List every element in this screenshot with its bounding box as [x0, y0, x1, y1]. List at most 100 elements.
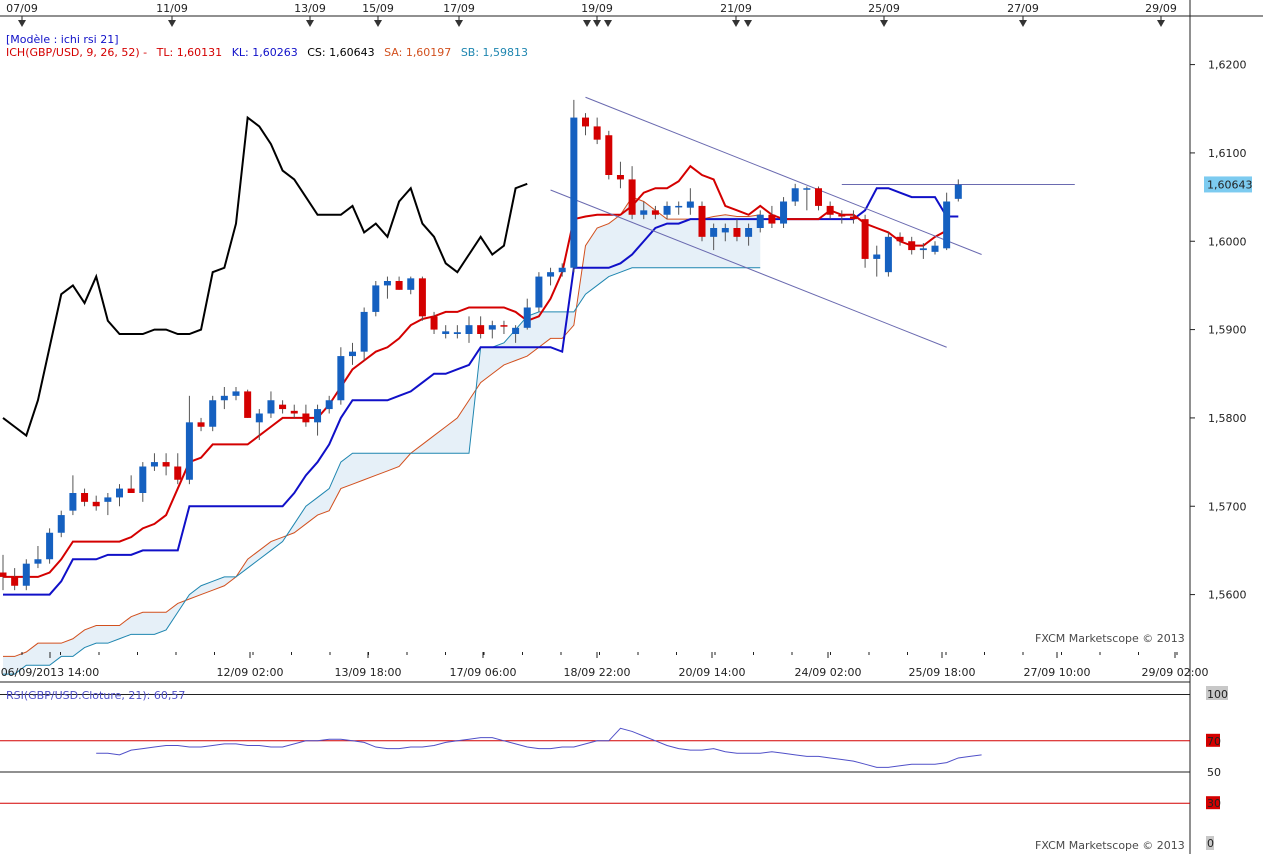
- top-date-label: 15/09: [362, 2, 394, 15]
- candle-body: [628, 179, 636, 215]
- candle: [756, 210, 764, 233]
- candle-body: [873, 254, 881, 259]
- candle: [185, 395, 193, 485]
- candle: [325, 395, 333, 414]
- candle-body: [710, 228, 718, 237]
- candle: [383, 276, 391, 299]
- candle: [675, 201, 683, 215]
- candle-body: [745, 228, 753, 237]
- candle: [570, 99, 578, 273]
- candle-body: [896, 236, 904, 242]
- candle-body: [838, 214, 846, 217]
- candle: [209, 395, 217, 432]
- legend-kl: KL: 1,60263: [231, 46, 298, 59]
- candle-body: [919, 248, 927, 251]
- senkou-b-line: [3, 267, 761, 675]
- candle-body: [139, 466, 147, 493]
- candle: [849, 210, 857, 224]
- top-date-arrow: [880, 20, 888, 27]
- candle-body: [488, 325, 496, 330]
- candle: [698, 201, 706, 242]
- candle-body: [0, 572, 7, 577]
- candle: [745, 223, 753, 246]
- candle: [267, 391, 275, 418]
- rsi-level-label: 100: [1207, 688, 1228, 701]
- candle: [523, 298, 531, 330]
- candle-body: [11, 576, 19, 586]
- trendline-lower: [550, 189, 947, 348]
- top-date-arrow: [1019, 20, 1027, 27]
- candle: [337, 347, 345, 405]
- top-date-arrow: [18, 20, 26, 27]
- y-tick-label: 1,5800: [1208, 412, 1247, 425]
- current-price-label: 1,60643: [1207, 178, 1253, 191]
- bottom-date-label: 24/09 02:00: [795, 666, 862, 679]
- candle-body: [640, 210, 648, 215]
- candle-body: [943, 201, 951, 249]
- watermark-main: FXCM Marketscope © 2013: [1035, 632, 1185, 645]
- candle: [162, 453, 170, 476]
- legend-sb: SB: 1,59813: [460, 46, 529, 59]
- y-tick-label: 1,6200: [1208, 59, 1247, 72]
- candle: [896, 232, 904, 246]
- rsi-level-marker: [1206, 686, 1228, 700]
- candle: [69, 475, 77, 516]
- rsi-line: [96, 727, 982, 768]
- top-date-label: 19/09: [581, 2, 613, 15]
- candle-body: [500, 325, 508, 327]
- model-label: [Modèle : ichi rsi 21]: [6, 33, 119, 46]
- candle-body: [314, 409, 322, 423]
- candle: [919, 243, 927, 259]
- ichimoku-cloud: [3, 197, 761, 675]
- candle: [721, 223, 729, 242]
- candle-body: [535, 276, 543, 308]
- rsi-level-label: 30: [1207, 797, 1221, 810]
- candle: [558, 263, 566, 277]
- candle: [395, 276, 403, 290]
- candle-body: [69, 493, 77, 511]
- candle-body: [582, 117, 589, 127]
- top-date-arrow: [1157, 20, 1165, 27]
- current-price-marker: [1204, 176, 1252, 193]
- candle-body: [209, 400, 217, 427]
- candle-body: [34, 559, 42, 564]
- top-date-arrow: [593, 20, 601, 27]
- top-date-arrow: [306, 20, 314, 27]
- candle-body: [616, 175, 624, 180]
- candle: [780, 197, 788, 228]
- rsi-level-label: 70: [1207, 735, 1221, 748]
- candle: [803, 186, 811, 211]
- candle: [710, 223, 718, 251]
- chart-legend-model: [Modèle : ichi rsi 21]: [6, 33, 125, 46]
- top-date-arrow: [374, 20, 382, 27]
- candle: [768, 205, 776, 228]
- rsi-level-marker: [1206, 796, 1220, 810]
- candle: [733, 219, 741, 242]
- candle-body: [349, 351, 356, 357]
- bottom-date-label: 25/09 18:00: [909, 666, 976, 679]
- candle: [465, 316, 473, 343]
- candle-body: [104, 497, 112, 502]
- candle: [11, 568, 19, 591]
- watermark-rsi: FXCM Marketscope © 2013: [1035, 839, 1185, 852]
- candle-body: [162, 462, 170, 467]
- candle-body: [22, 563, 30, 586]
- candle-body: [954, 184, 962, 199]
- candle: [616, 161, 624, 189]
- candle-body: [512, 327, 520, 334]
- candle-body: [279, 404, 287, 410]
- candle: [81, 488, 89, 507]
- candle-body: [442, 331, 450, 334]
- candle: [407, 276, 415, 295]
- candle: [220, 387, 228, 410]
- candle: [547, 267, 555, 286]
- candle-body: [884, 236, 892, 273]
- candle: [302, 404, 310, 427]
- candle: [360, 307, 368, 361]
- y-tick-label: 1,5600: [1208, 589, 1247, 602]
- candle-body: [255, 413, 263, 423]
- candle-body: [372, 285, 380, 312]
- y-tick-label: 1,5900: [1208, 324, 1247, 337]
- candle: [593, 117, 601, 145]
